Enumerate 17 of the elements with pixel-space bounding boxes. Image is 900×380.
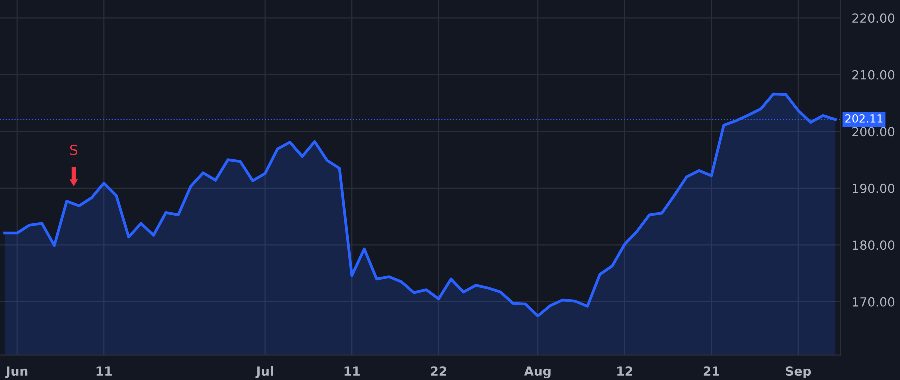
x-tick-label: 21 bbox=[704, 366, 720, 376]
annotation: S bbox=[70, 144, 78, 156]
y-tick-label: 210.00 bbox=[852, 70, 895, 80]
x-tick-label: Sep bbox=[786, 366, 812, 379]
x-tick-label: 11 bbox=[96, 366, 112, 376]
y-tick-label: 190.00 bbox=[853, 184, 895, 194]
x-tick-label: 11 bbox=[344, 366, 360, 376]
y-tick-label: 200.00 bbox=[852, 127, 895, 137]
ref-line-label: 202.11 bbox=[846, 114, 883, 123]
x-tick-label: Aug bbox=[524, 366, 551, 379]
x-tick-label: 22 bbox=[431, 366, 447, 376]
x-tick-label: 12 bbox=[618, 366, 632, 376]
x-tick-label: Jul bbox=[256, 366, 274, 378]
y-tick-label: 220.00 bbox=[852, 14, 895, 24]
y-tick-label: 180.00 bbox=[853, 240, 895, 250]
x-tick-label: Jun bbox=[5, 366, 28, 378]
y-tick-label: 170.00 bbox=[853, 297, 895, 307]
